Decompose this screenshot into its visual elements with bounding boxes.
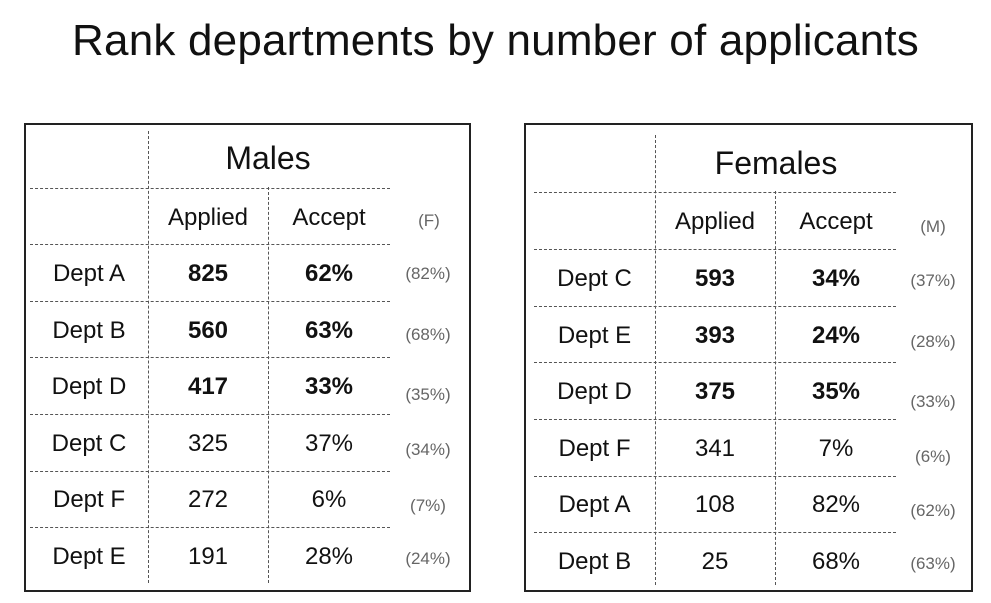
grid-line <box>534 249 896 250</box>
grid-line <box>534 306 896 307</box>
grid-line <box>268 187 269 583</box>
grid-line <box>30 244 390 245</box>
row-applied-value: 393 <box>694 321 736 349</box>
grid-line <box>30 188 390 189</box>
row-dept-label: Dept B <box>557 548 632 575</box>
row-accept-value: 62% <box>304 260 354 287</box>
females-table: Females Applied Accept (M) Dept C 593 34% (… <box>524 123 973 592</box>
grid-line <box>30 414 390 415</box>
page-title: Rank departments by number of applicants <box>72 16 919 65</box>
row-accept-value: 7% <box>818 434 854 462</box>
row-accept-value: 37% <box>304 429 354 457</box>
row-accept-value: 24% <box>811 321 861 349</box>
row-accept-value: 68% <box>811 548 861 575</box>
row-other-accept-value: (82%) <box>405 264 451 283</box>
row-applied-value: 25 <box>701 548 729 575</box>
row-dept-label: Dept E <box>52 543 126 570</box>
row-dept-label: Dept B <box>52 316 126 344</box>
row-other-accept-value: (7%) <box>410 496 446 516</box>
grid-line <box>655 135 656 585</box>
row-dept-label: Dept F <box>558 434 631 462</box>
row-applied-value: 560 <box>187 316 229 344</box>
grid-line <box>30 471 390 472</box>
row-accept-value: 63% <box>304 316 354 344</box>
row-dept-label: Dept C <box>51 429 127 457</box>
row-accept-value: 82% <box>811 491 861 519</box>
group-header: Males <box>225 140 311 176</box>
row-applied-value: 341 <box>694 434 736 462</box>
row-other-accept-value: (34%) <box>405 439 451 459</box>
row-other-accept-value: (28%) <box>910 331 956 351</box>
row-dept-label: Dept D <box>557 378 632 406</box>
grid-line <box>775 191 776 585</box>
row-applied-value: 593 <box>694 265 736 292</box>
row-other-accept-value: (33%) <box>910 392 956 412</box>
row-other-accept-value: (63%) <box>910 554 956 573</box>
column-header-applied: Applied <box>674 208 756 235</box>
row-applied-value: 417 <box>187 373 229 401</box>
row-dept-label: Dept E <box>557 321 632 349</box>
row-other-accept-value: (24%) <box>405 549 451 568</box>
column-header-accept: Accept <box>292 204 366 231</box>
row-applied-value: 825 <box>187 260 229 287</box>
row-other-accept-value: (35%) <box>405 385 451 405</box>
row-other-accept-value: (37%) <box>910 271 956 290</box>
row-other-accept-value: (62%) <box>910 501 956 521</box>
row-dept-label: Dept A <box>52 260 126 287</box>
row-dept-label: Dept C <box>557 265 632 292</box>
grid-line <box>30 301 390 302</box>
column-header-accept: Accept <box>799 208 873 235</box>
grid-line <box>534 192 896 193</box>
column-header-other: (M) <box>920 217 946 236</box>
row-dept-label: Dept D <box>51 373 127 401</box>
row-applied-value: 375 <box>694 378 736 406</box>
row-applied-value: 272 <box>187 486 229 514</box>
row-dept-label: Dept F <box>52 486 126 514</box>
row-accept-value: 33% <box>304 373 354 401</box>
row-dept-label: Dept A <box>558 491 631 519</box>
grid-line <box>534 476 896 477</box>
row-applied-value: 325 <box>187 429 229 457</box>
males-table: Males Applied Accept (F) Dept A 825 62% (82… <box>24 123 471 592</box>
grid-line <box>30 527 390 528</box>
column-header-applied: Applied <box>167 204 249 231</box>
row-accept-value: 6% <box>311 486 347 514</box>
column-header-other: (F) <box>418 211 440 230</box>
grid-line <box>534 532 896 533</box>
row-accept-value: 35% <box>811 378 861 406</box>
row-applied-value: 108 <box>694 491 736 519</box>
row-accept-value: 28% <box>304 543 354 570</box>
row-other-accept-value: (6%) <box>915 446 951 466</box>
row-applied-value: 191 <box>187 543 229 570</box>
grid-line <box>30 357 390 358</box>
row-accept-value: 34% <box>811 265 861 292</box>
grid-line <box>534 362 896 363</box>
row-other-accept-value: (68%) <box>405 324 451 344</box>
grid-line <box>534 419 896 420</box>
group-header: Females <box>714 145 838 181</box>
